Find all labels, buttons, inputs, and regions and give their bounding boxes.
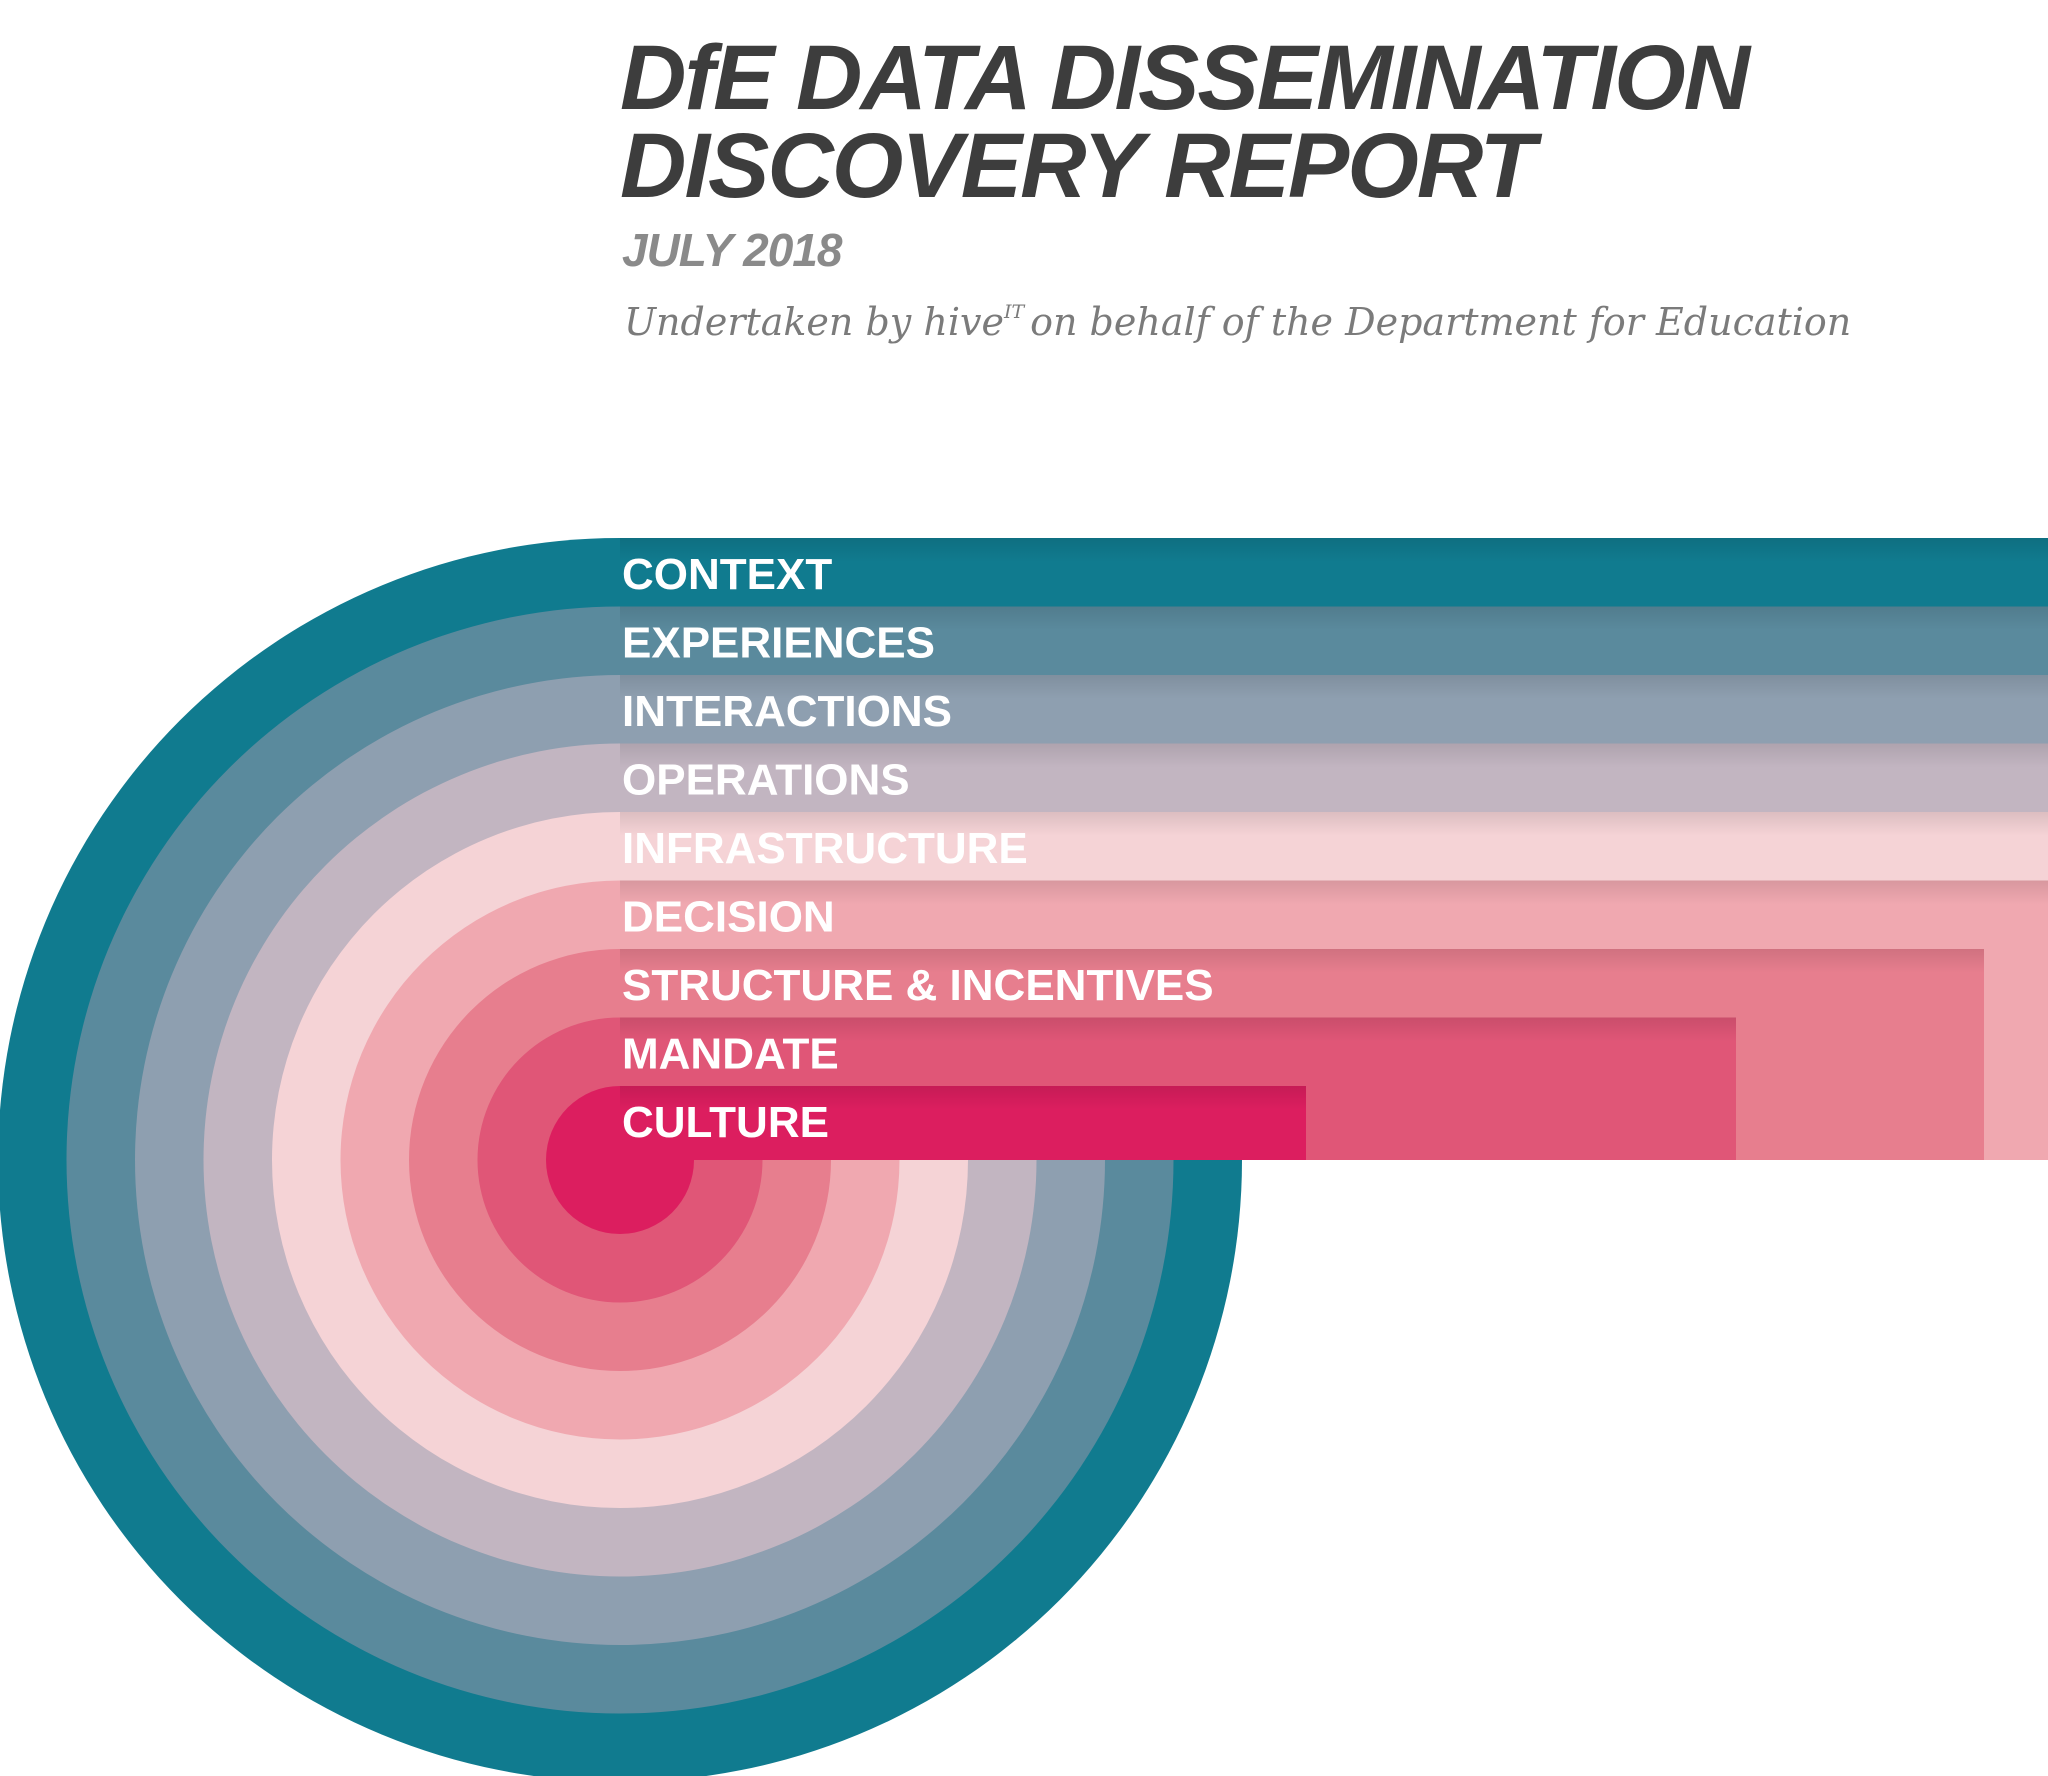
layer-label-structure-and-incentives: STRUCTURE & INCENTIVES: [622, 961, 1214, 1010]
layer-label-operations: OPERATIONS: [622, 756, 910, 805]
subtitle-text-end: on behalf of the Department for Educatio…: [1030, 300, 1852, 344]
layer-band-shading: [620, 949, 1984, 1018]
layer-label-interactions: INTERACTIONS: [622, 687, 952, 736]
layer-band-shading: [620, 880, 2048, 949]
layer-label-mandate: MANDATE: [622, 1030, 839, 1079]
layer-culture: [546, 1086, 1306, 1234]
layer-label-experiences: EXPERIENCES: [622, 619, 935, 668]
subtitle-superscript: IT: [1003, 301, 1025, 323]
layer-band-shading: [620, 538, 2048, 607]
report-title: DfE DATA DISSEMINATION DISCOVERY REPORT: [620, 27, 1750, 217]
layer-band-shading: [620, 1017, 1736, 1086]
layer-label-context: CONTEXT: [622, 550, 832, 599]
report-subtitle: Undertaken by hiveIT on behalf of the Dep…: [624, 288, 1851, 346]
report-title-line1: DfE DATA DISSEMINATION: [620, 27, 1750, 129]
layer-band-shading: [620, 743, 2048, 812]
layer-band-shading: [620, 1086, 1306, 1155]
layer-label-decision: DECISION: [622, 893, 835, 942]
report-date: JULY 2018: [622, 224, 842, 276]
layer-label-culture: CULTURE: [622, 1098, 829, 1147]
report-title-line2: DISCOVERY REPORT: [620, 115, 1536, 217]
layer-band-shading: [620, 675, 2048, 744]
layer-band-shading: [620, 812, 2048, 881]
layer-band-shading: [620, 606, 2048, 675]
subtitle-text-start: Undertaken by hive: [624, 300, 1004, 344]
layer-label-infrastructure: INFRASTRUCTURE: [622, 824, 1028, 873]
